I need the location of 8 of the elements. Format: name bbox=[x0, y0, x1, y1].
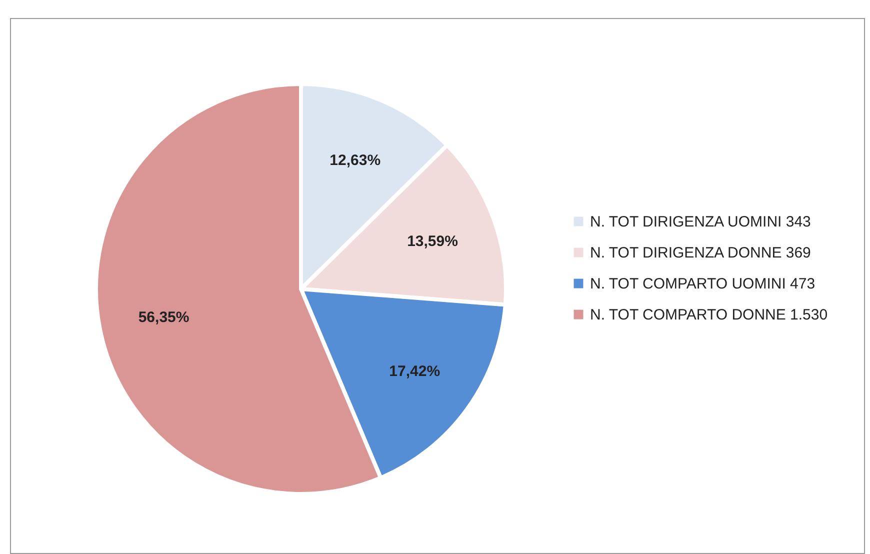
data-label: 13,59% bbox=[407, 232, 458, 250]
data-label: 56,35% bbox=[138, 308, 190, 326]
legend-label: N. TOT COMPARTO DONNE 1.530 bbox=[590, 306, 828, 324]
legend-label: N. TOT DIRIGENZA UOMINI 343 bbox=[590, 214, 811, 230]
legend-label: N. TOT COMPARTO UOMINI 473 bbox=[590, 276, 816, 292]
legend-label: N. TOT DIRIGENZA DONNE 369 bbox=[590, 244, 811, 262]
data-label: 17,42% bbox=[389, 362, 440, 380]
data-label: 12,63% bbox=[330, 152, 381, 169]
